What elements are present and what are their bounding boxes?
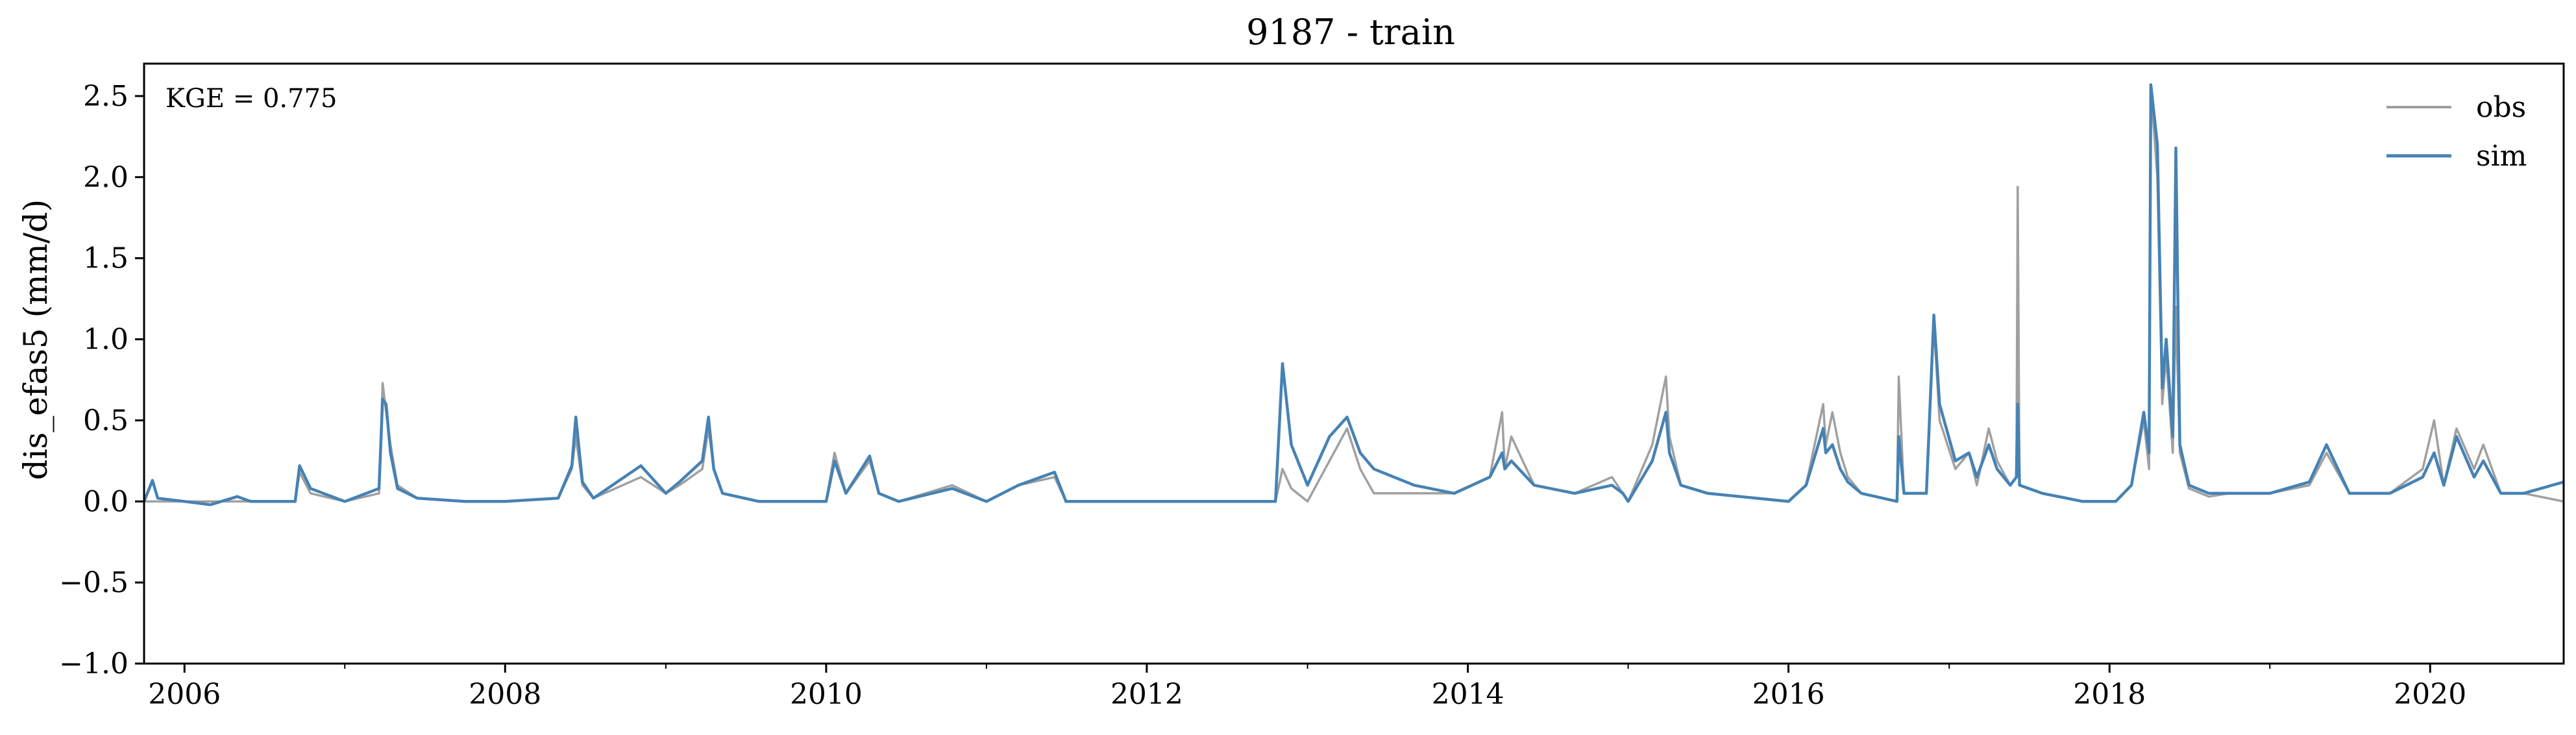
y-tick-label: 2.0	[83, 161, 129, 194]
plot-area	[142, 83, 2564, 506]
y-tick-label: −1.0	[59, 647, 129, 680]
kge-annotation: KGE = 0.775	[166, 84, 337, 114]
chart-title: 9187 - train	[1246, 12, 1455, 53]
y-tick-label: 1.0	[83, 323, 129, 356]
y-tick-label: 0.5	[83, 404, 129, 437]
x-tick-label: 2016	[1752, 678, 1825, 711]
x-tick-label: 2010	[790, 678, 863, 711]
y-tick-label: 1.5	[83, 242, 129, 275]
legend-sim-label: sim	[2476, 140, 2527, 173]
x-tick-label: 2012	[1110, 678, 1183, 711]
y-tick-label: 0.0	[83, 485, 129, 518]
x-tick-label: 2020	[2394, 678, 2466, 711]
x-tick-label: 2014	[1432, 678, 1504, 711]
series-line-sim	[142, 83, 2564, 506]
x-tick-label: 2006	[148, 678, 221, 711]
x-tick-label: 2008	[469, 678, 541, 711]
y-axis-label: dis_efas5 (mm/d)	[17, 199, 55, 480]
legend-obs-label: obs	[2476, 91, 2526, 124]
ticks-layer: −1.0 −0.5 0.0 0.5 1.0 1.5 2.0 2.5 2006 2008 2010 20…	[59, 80, 2466, 711]
y-tick-label: −0.5	[59, 566, 129, 599]
y-tick-label: 2.5	[83, 80, 129, 113]
plot-frame	[143, 62, 2565, 665]
legend: obs sim	[2386, 91, 2527, 173]
series-layer	[142, 83, 2564, 506]
x-tick-label: 2018	[2073, 678, 2146, 711]
